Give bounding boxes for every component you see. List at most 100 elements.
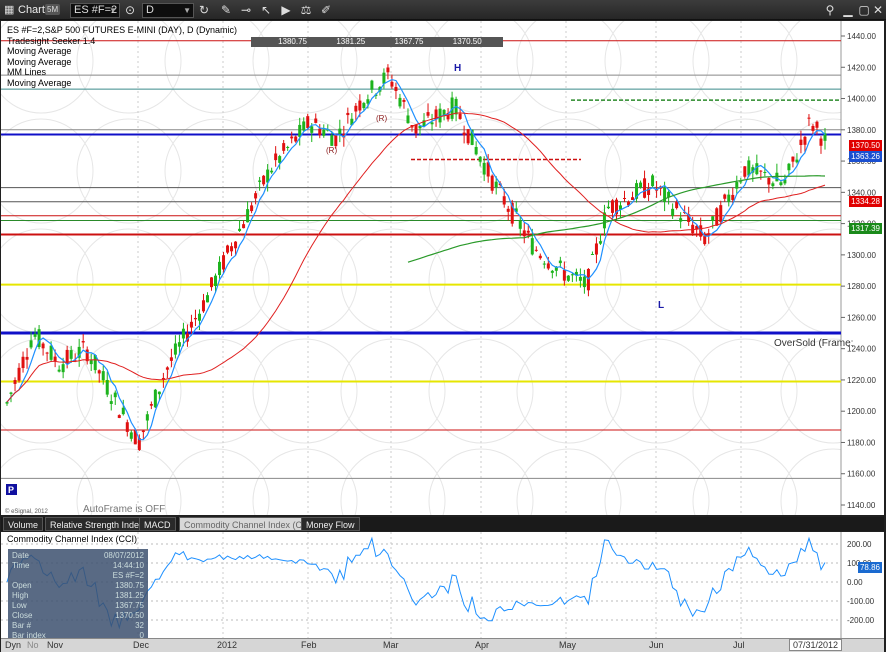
candle-body [274, 153, 278, 161]
pattern-arc [516, 448, 622, 515]
price-chart-panel[interactable]: 1440.001420.001400.001380.001360.001340.… [1, 21, 884, 515]
tab-money-flow[interactable]: Money Flow [301, 517, 360, 531]
refresh-icon[interactable]: ↻ [198, 3, 210, 17]
cursor-row: Bar # 32 [12, 621, 144, 631]
autoframe-label: AutoFrame is OFF [83, 504, 165, 515]
pattern-arc [780, 21, 884, 114]
candle-body [214, 275, 218, 287]
candle-body [530, 238, 534, 255]
tab-rsi[interactable]: Relative Strength Index [45, 517, 149, 531]
candle-body [502, 196, 506, 205]
candle-body [334, 134, 338, 147]
tab-cci[interactable]: Commodity Channel Index (CCI) [179, 517, 320, 531]
candle-body [17, 367, 21, 381]
minimize-icon[interactable]: ▁ [843, 3, 853, 17]
close-icon[interactable]: ✕ [872, 3, 884, 17]
pattern-arc [76, 448, 182, 515]
candle-body [466, 129, 470, 144]
time-label-jul: Jul [733, 640, 745, 650]
candle-body [286, 146, 290, 148]
candle-body [117, 415, 121, 418]
candle-body [65, 349, 69, 364]
tool-icon[interactable]: ✐ [320, 3, 332, 17]
price-tick-label: 1280.00 [847, 282, 876, 291]
candle-body [278, 156, 282, 163]
price-tick-label: 1140.00 [847, 501, 876, 510]
link-icon[interactable]: ⊙ [124, 3, 136, 17]
candle-body [394, 86, 398, 91]
interval-input[interactable]: D ▼ [142, 3, 194, 18]
candle-body [97, 370, 101, 374]
scale-icon[interactable]: ⚖ [300, 3, 312, 17]
candle-body [602, 212, 606, 229]
candle-body [526, 230, 530, 233]
indicator-tabs: Volume Relative Strength Index MACD Comm… [1, 517, 884, 531]
ohlc-readout: 1380.75 1381.25 1367.75 1370.50 [251, 37, 503, 47]
maximize-icon[interactable]: ▢ [858, 3, 870, 17]
candle-body [137, 438, 141, 450]
ma-slow-line [407, 175, 826, 263]
candle-body [165, 367, 169, 370]
play-icon[interactable]: ▶ [281, 3, 291, 17]
candle-body [675, 201, 679, 209]
cursor-row-label: Time [12, 561, 30, 570]
candle-body [739, 181, 743, 183]
candle-body [691, 224, 695, 234]
candle-body [598, 241, 602, 244]
candle-body [462, 132, 466, 136]
pattern-arc [428, 448, 534, 515]
price-tick-label: 1260.00 [847, 313, 876, 322]
pencil-icon[interactable]: ✎ [220, 3, 232, 17]
pin-icon[interactable]: ⚲ [825, 3, 835, 17]
candle-body [807, 117, 811, 119]
candle-body [226, 245, 230, 253]
candle-body [767, 177, 771, 185]
pattern-arc [516, 21, 622, 114]
link-chain-icon[interactable]: ⊸ [240, 3, 252, 17]
tab-volume[interactable]: Volume [3, 517, 44, 531]
candle-body [554, 266, 558, 271]
price-tick-label: 1220.00 [847, 376, 876, 385]
symbol-input[interactable]: ES #F=2 ▼ [70, 3, 120, 18]
cci-panel[interactable]: 200.00100.000.00-100.00-200.00 Commodity… [1, 532, 884, 638]
price-chart-svg: 1440.001420.001400.001380.001360.001340.… [1, 21, 884, 515]
pattern-arc [692, 21, 798, 114]
candle-body [430, 122, 434, 125]
candle-body [57, 369, 61, 372]
candle-body [93, 355, 97, 371]
candle-body [815, 121, 819, 128]
candle-body [474, 146, 478, 155]
cursor-row-value: 32 [135, 621, 144, 630]
cursor-icon[interactable]: ↖ [260, 3, 272, 17]
candle-body [157, 391, 161, 395]
pattern-arc [340, 448, 446, 515]
cursor-row: Close 1370.50 [12, 611, 144, 621]
candles [5, 64, 827, 451]
candle-body [695, 225, 699, 230]
candle-body [338, 128, 342, 134]
cursor-row-label: Date [12, 551, 29, 560]
candle-body [105, 379, 109, 395]
candle-body [703, 236, 707, 245]
time-label-apr: Apr [475, 640, 490, 650]
candle-body [406, 115, 410, 124]
candle-body [354, 105, 358, 112]
candle-body [169, 357, 173, 361]
candle-body [350, 118, 354, 126]
legend-ma-3: Moving Average [7, 77, 72, 88]
pattern-arc [1, 448, 94, 515]
candle-body [482, 162, 486, 175]
candle-body [149, 404, 153, 406]
candle-body [218, 261, 222, 276]
p-marker-box [6, 484, 17, 495]
time-label-dec: Dec [133, 640, 150, 650]
candle-body [755, 163, 759, 175]
candle-body [370, 80, 374, 90]
tab-macd[interactable]: MACD [139, 517, 176, 531]
cursor-row: Open 1380.75 [12, 581, 144, 591]
candle-body [779, 182, 783, 186]
candle-body [663, 187, 667, 203]
candle-body [418, 125, 422, 129]
candle-body [679, 218, 683, 222]
